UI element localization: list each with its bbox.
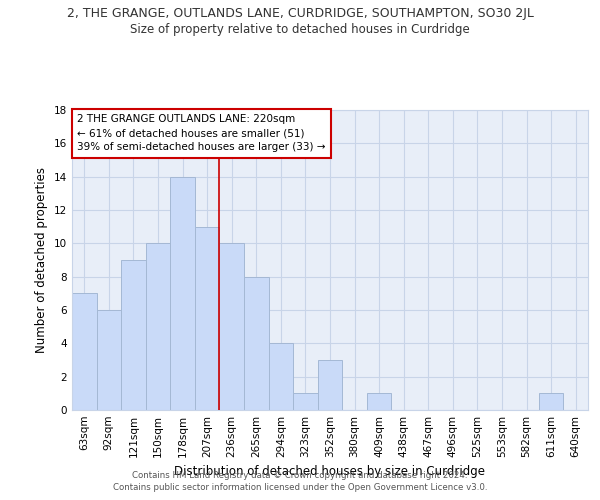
Bar <box>97 310 121 410</box>
Bar <box>121 260 146 410</box>
X-axis label: Distribution of detached houses by size in Curdridge: Distribution of detached houses by size … <box>175 466 485 478</box>
Bar <box>195 226 220 410</box>
Bar <box>72 294 97 410</box>
Bar <box>367 394 391 410</box>
Bar <box>170 176 195 410</box>
Y-axis label: Number of detached properties: Number of detached properties <box>35 167 49 353</box>
Text: 2 THE GRANGE OUTLANDS LANE: 220sqm
← 61% of detached houses are smaller (51)
39%: 2 THE GRANGE OUTLANDS LANE: 220sqm ← 61%… <box>77 114 326 152</box>
Text: Contains HM Land Registry data © Crown copyright and database right 2024.: Contains HM Land Registry data © Crown c… <box>132 471 468 480</box>
Bar <box>146 244 170 410</box>
Bar <box>220 244 244 410</box>
Bar <box>244 276 269 410</box>
Bar <box>318 360 342 410</box>
Text: Size of property relative to detached houses in Curdridge: Size of property relative to detached ho… <box>130 22 470 36</box>
Bar <box>269 344 293 410</box>
Bar <box>539 394 563 410</box>
Text: 2, THE GRANGE, OUTLANDS LANE, CURDRIDGE, SOUTHAMPTON, SO30 2JL: 2, THE GRANGE, OUTLANDS LANE, CURDRIDGE,… <box>67 8 533 20</box>
Bar <box>293 394 318 410</box>
Text: Contains public sector information licensed under the Open Government Licence v3: Contains public sector information licen… <box>113 484 487 492</box>
